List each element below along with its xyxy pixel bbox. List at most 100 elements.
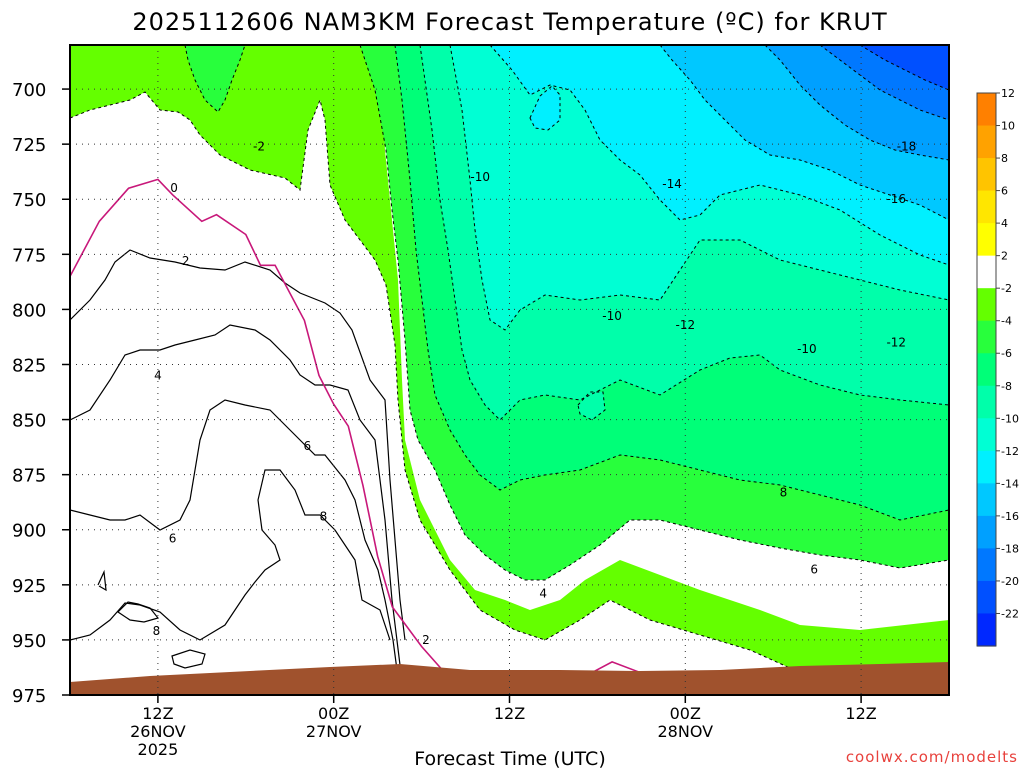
contour-label: 0 [170, 181, 178, 195]
isotherm-2 [70, 249, 406, 641]
color-scale-swatch [977, 320, 996, 354]
isotherm-8-loop [97, 569, 107, 592]
color-scale-swatch [977, 418, 996, 452]
color-scale-label: 4 [1001, 217, 1008, 230]
cold-band-minus20-minus22 [860, 45, 949, 90]
y-tick-label: 925 [12, 576, 46, 597]
color-scale-swatch [977, 223, 996, 257]
plot-area: 0 2 4 6 6 8 8 2 -2 -10 -14 -10 -12 -10 -12 -18 -16 8 6 4 [70, 45, 949, 695]
contour-label: 6 [169, 532, 177, 546]
color-scale-label: -20 [1001, 575, 1019, 588]
isotherm-minus18 [819, 45, 949, 121]
cold-pocket-mid [578, 392, 605, 420]
isotherm-minus16 [764, 45, 949, 161]
x-tick-date: 27NOV [306, 722, 362, 741]
color-scale-label: 12 [1001, 87, 1015, 100]
isotherm-minus20 [859, 45, 949, 91]
contour-label: 4 [154, 369, 162, 383]
contour-label: -14 [662, 177, 682, 191]
color-scale-swatch [977, 190, 996, 224]
isotherm-6 [70, 399, 398, 671]
y-tick-label: 700 [12, 80, 46, 101]
isotherm-minus4 [359, 45, 949, 581]
color-scale-swatch [977, 255, 996, 289]
y-tick-label: 750 [12, 190, 46, 211]
color-scale-label: 10 [1001, 120, 1015, 133]
y-tick-label: 825 [12, 355, 46, 376]
isotherm-8-loop [171, 649, 206, 669]
color-scale-swatch [977, 353, 996, 387]
color-scale-swatch [977, 515, 996, 550]
color-scale-label: -2 [1001, 282, 1012, 295]
color-scale-label: -16 [1001, 510, 1019, 523]
contour-label: 6 [304, 439, 312, 453]
contour-label: -12 [675, 318, 695, 332]
y-tick-label: 975 [12, 686, 46, 707]
color-scale-swatch [977, 580, 996, 615]
x-tick-label: 00Z [318, 704, 349, 723]
chart-title: 2025112606 NAM3KM Forecast Temperature (… [132, 8, 887, 36]
color-scale-label: -8 [1001, 380, 1012, 393]
color-scale-legend: 12 10 8 6 4 2 -2 -4 -6 -8 -10 -12 -14 -16 -18 -20 -22 [976, 87, 1019, 647]
y-tick-label: 775 [12, 245, 46, 266]
x-axis-title: Forecast Time (UTC) [414, 748, 605, 768]
color-scale-label: -4 [1001, 315, 1012, 328]
isotherm-pocket [529, 85, 561, 131]
y-tick-label: 800 [12, 300, 46, 321]
color-scale-label: -18 [1001, 542, 1019, 555]
color-scale-label: 8 [1001, 152, 1008, 165]
isotherm-8-loop [117, 601, 160, 623]
y-tick-label: 725 [12, 135, 46, 156]
x-tick-label: 00Z [670, 704, 701, 723]
contour-label: 2 [422, 633, 430, 647]
color-scale-label: -10 [1001, 412, 1019, 425]
isotherm-pocket [577, 391, 606, 421]
y-axis: 700 725 750 775 800 825 850 875 900 925 950 975 [12, 80, 70, 707]
x-tick-label: 12Z [142, 704, 173, 723]
color-scale-swatch [977, 288, 996, 322]
color-scale-label: -22 [1001, 607, 1019, 620]
cold-pocket-upper-left [185, 45, 245, 112]
source-credit[interactable]: coolwx.com/modelts [846, 748, 1018, 766]
x-tick-date: 28NOV [658, 722, 714, 741]
y-tick-label: 950 [12, 631, 46, 652]
contour-line-layer [70, 45, 949, 671]
color-scale-swatch [977, 93, 996, 127]
color-scale-label: 2 [1001, 250, 1008, 263]
contour-label: 4 [539, 587, 547, 601]
color-scale-frame [976, 92, 997, 647]
x-tick-label: 12Z [845, 704, 876, 723]
y-tick-label: 875 [12, 466, 46, 487]
contour-label: 8 [153, 624, 161, 638]
cold-pocket-isolated [530, 86, 560, 130]
x-tick-date: 26NOV [130, 722, 186, 741]
contour-label: -10 [602, 309, 622, 323]
color-scale-swatch [977, 158, 996, 192]
terrain-ground [70, 662, 949, 695]
contour-label: -2 [253, 139, 265, 153]
isotherm-4 [70, 324, 401, 666]
contour-label: -18 [897, 139, 917, 153]
isotherm-minus12 [489, 45, 949, 266]
color-scale-swatch [977, 613, 996, 647]
color-scale-swatch [977, 483, 996, 517]
color-scale-label: -12 [1001, 445, 1019, 458]
contour-label: 6 [810, 562, 818, 576]
contour-label: 2 [182, 254, 190, 268]
color-scale-label: -6 [1001, 347, 1012, 360]
color-scale-swatch [977, 125, 996, 159]
contour-label: -12 [886, 335, 906, 349]
color-scale-swatch [977, 450, 996, 484]
contour-label: -10 [470, 170, 490, 184]
x-tick-year: 2025 [138, 740, 179, 759]
color-scale-label: -14 [1001, 477, 1019, 490]
freezing-level-line [70, 178, 481, 695]
isotherm-minus2 [70, 91, 791, 669]
isotherm-minus8 [419, 45, 949, 421]
color-scale-swatch [977, 548, 996, 582]
grid-lines [70, 45, 949, 695]
isotherm-minus14 [659, 45, 949, 221]
color-scale-label: 6 [1001, 185, 1008, 198]
